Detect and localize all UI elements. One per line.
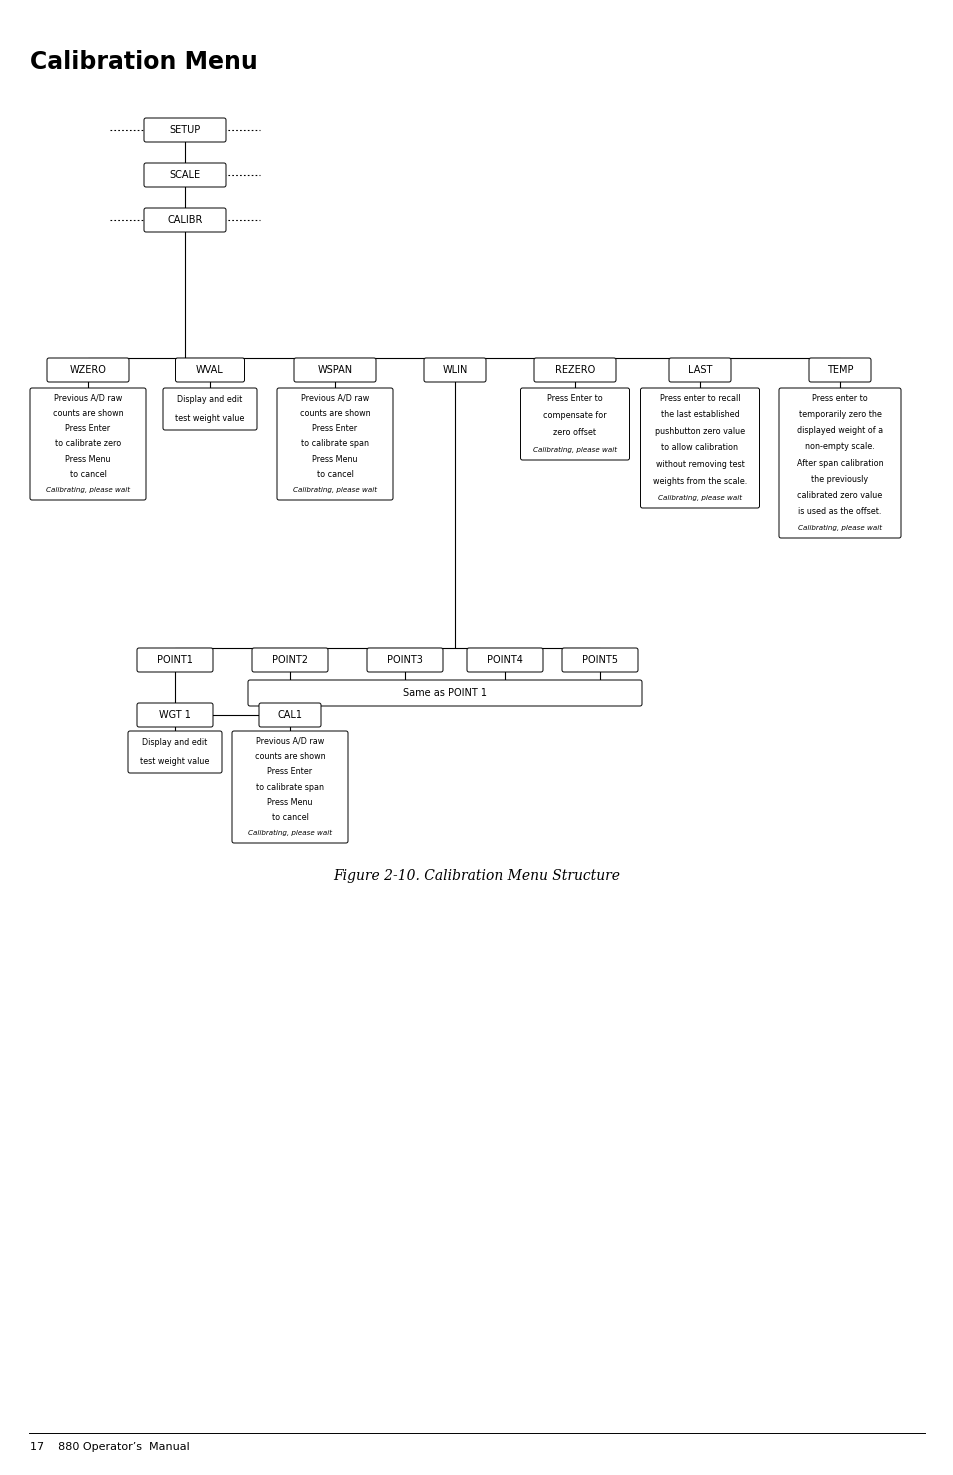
Text: is used as the offset.: is used as the offset. xyxy=(798,507,881,516)
Text: SCALE: SCALE xyxy=(170,170,200,180)
Text: Press Enter: Press Enter xyxy=(267,767,313,776)
FancyBboxPatch shape xyxy=(137,704,213,727)
Text: Display and edit: Display and edit xyxy=(177,395,242,404)
Text: to cancel: to cancel xyxy=(272,813,308,823)
Text: Previous A/D raw: Previous A/D raw xyxy=(53,394,122,403)
FancyBboxPatch shape xyxy=(252,648,328,673)
Text: test weight value: test weight value xyxy=(175,414,244,423)
Text: TEMP: TEMP xyxy=(826,364,852,375)
Text: Press Menu: Press Menu xyxy=(267,798,313,807)
FancyBboxPatch shape xyxy=(534,358,616,382)
Text: Same as POINT 1: Same as POINT 1 xyxy=(402,687,486,698)
Text: CAL1: CAL1 xyxy=(277,709,302,720)
Text: Press Enter: Press Enter xyxy=(66,425,111,434)
FancyBboxPatch shape xyxy=(520,388,629,460)
Text: zero offset: zero offset xyxy=(553,428,596,437)
Text: Display and edit: Display and edit xyxy=(142,738,208,746)
Text: WVAL: WVAL xyxy=(196,364,224,375)
Text: SETUP: SETUP xyxy=(170,125,200,136)
Text: Press Menu: Press Menu xyxy=(312,454,357,465)
Text: counts are shown: counts are shown xyxy=(299,409,370,417)
FancyBboxPatch shape xyxy=(276,388,393,500)
Text: test weight value: test weight value xyxy=(140,757,210,766)
Text: CALIBR: CALIBR xyxy=(167,215,202,226)
Text: non-empty scale.: non-empty scale. xyxy=(804,442,874,451)
FancyBboxPatch shape xyxy=(175,358,244,382)
FancyBboxPatch shape xyxy=(423,358,485,382)
Text: Press Menu: Press Menu xyxy=(65,454,111,465)
Text: the previously: the previously xyxy=(811,475,867,484)
Text: POINT4: POINT4 xyxy=(487,655,522,665)
FancyBboxPatch shape xyxy=(128,732,222,773)
Text: Calibrating, please wait: Calibrating, please wait xyxy=(533,447,617,453)
Text: Calibrating, please wait: Calibrating, please wait xyxy=(797,525,882,531)
Text: Press enter to: Press enter to xyxy=(811,394,867,403)
Text: Calibration Menu: Calibration Menu xyxy=(30,50,257,74)
Text: compensate for: compensate for xyxy=(542,412,606,420)
Text: to allow calibration: to allow calibration xyxy=(660,444,738,453)
FancyBboxPatch shape xyxy=(163,388,256,431)
Text: Press Enter: Press Enter xyxy=(313,425,357,434)
Text: POINT2: POINT2 xyxy=(272,655,308,665)
Text: Figure 2-10. Calibration Menu Structure: Figure 2-10. Calibration Menu Structure xyxy=(334,869,619,884)
Text: LAST: LAST xyxy=(687,364,712,375)
Text: Previous A/D raw: Previous A/D raw xyxy=(300,394,369,403)
Text: Calibrating, please wait: Calibrating, please wait xyxy=(46,487,130,493)
FancyBboxPatch shape xyxy=(30,388,146,500)
FancyBboxPatch shape xyxy=(144,164,226,187)
FancyBboxPatch shape xyxy=(639,388,759,507)
Text: to cancel: to cancel xyxy=(316,471,353,479)
Text: displayed weight of a: displayed weight of a xyxy=(796,426,882,435)
FancyBboxPatch shape xyxy=(668,358,730,382)
Text: Calibrating, please wait: Calibrating, please wait xyxy=(248,830,332,836)
Text: Press Enter to: Press Enter to xyxy=(547,394,602,403)
FancyBboxPatch shape xyxy=(144,118,226,142)
FancyBboxPatch shape xyxy=(144,208,226,232)
Text: without removing test: without removing test xyxy=(655,460,743,469)
FancyBboxPatch shape xyxy=(258,704,320,727)
Text: POINT5: POINT5 xyxy=(581,655,618,665)
Text: to calibrate span: to calibrate span xyxy=(301,440,369,448)
FancyBboxPatch shape xyxy=(294,358,375,382)
FancyBboxPatch shape xyxy=(467,648,542,673)
Text: counts are shown: counts are shown xyxy=(254,752,325,761)
Text: After span calibration: After span calibration xyxy=(796,459,882,468)
Text: pushbutton zero value: pushbutton zero value xyxy=(655,426,744,437)
Text: POINT1: POINT1 xyxy=(157,655,193,665)
Text: WZERO: WZERO xyxy=(70,364,107,375)
Text: POINT3: POINT3 xyxy=(387,655,422,665)
Text: calibrated zero value: calibrated zero value xyxy=(797,491,882,500)
Text: WLIN: WLIN xyxy=(442,364,467,375)
Text: Press enter to recall: Press enter to recall xyxy=(659,394,740,403)
FancyBboxPatch shape xyxy=(367,648,442,673)
Text: to cancel: to cancel xyxy=(70,471,107,479)
FancyBboxPatch shape xyxy=(232,732,348,844)
Text: weights from the scale.: weights from the scale. xyxy=(652,476,746,485)
FancyBboxPatch shape xyxy=(47,358,129,382)
Text: WGT 1: WGT 1 xyxy=(159,709,191,720)
FancyBboxPatch shape xyxy=(137,648,213,673)
Text: REZERO: REZERO xyxy=(555,364,595,375)
FancyBboxPatch shape xyxy=(248,680,641,707)
Text: the last established: the last established xyxy=(659,410,739,419)
Text: Calibrating, please wait: Calibrating, please wait xyxy=(293,487,376,493)
Text: to calibrate span: to calibrate span xyxy=(255,783,324,792)
FancyBboxPatch shape xyxy=(779,388,900,538)
FancyBboxPatch shape xyxy=(561,648,638,673)
Text: WSPAN: WSPAN xyxy=(317,364,353,375)
Text: to calibrate zero: to calibrate zero xyxy=(55,440,121,448)
Text: Calibrating, please wait: Calibrating, please wait xyxy=(658,494,741,502)
Text: temporarily zero the: temporarily zero the xyxy=(798,410,881,419)
Text: Previous A/D raw: Previous A/D raw xyxy=(255,736,324,745)
FancyBboxPatch shape xyxy=(808,358,870,382)
Text: counts are shown: counts are shown xyxy=(52,409,123,417)
Text: 17    880 Operator’s  Manual: 17 880 Operator’s Manual xyxy=(30,1443,190,1451)
